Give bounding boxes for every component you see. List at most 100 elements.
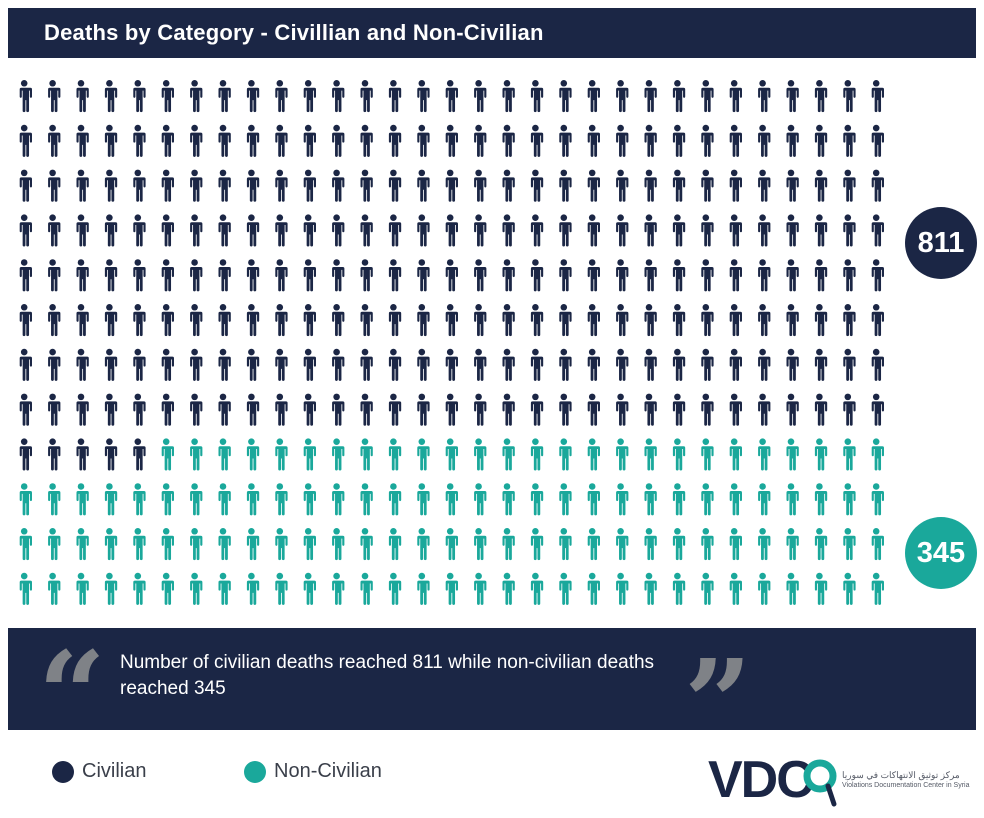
civilian-person-icon [103, 438, 118, 471]
civilian-person-icon [529, 259, 544, 292]
civilian-person-icon [387, 393, 402, 426]
legend-civilian: Civilian [52, 760, 146, 783]
civilian-person-icon [387, 304, 402, 337]
non-civilian-person-icon [245, 483, 260, 516]
civilian-person-icon [415, 393, 430, 426]
civilian-person-icon [614, 348, 629, 381]
non-civilian-person-icon [273, 483, 288, 516]
civilian-person-icon [160, 348, 174, 381]
civilian-person-icon [188, 348, 203, 381]
non-civilian-person-icon [444, 528, 458, 561]
non-civilian-person-icon [699, 438, 714, 471]
civilian-person-icon [358, 214, 373, 247]
civilian-person-icon [18, 348, 32, 381]
civilian-person-icon [245, 169, 260, 202]
non-civilian-person-icon [784, 572, 799, 605]
non-civilian-person-icon [245, 572, 260, 605]
non-civilian-person-icon [870, 483, 884, 516]
civilian-person-icon [784, 393, 799, 426]
civilian-person-icon [245, 80, 260, 113]
civilian-person-icon [131, 214, 146, 247]
civilian-person-icon [216, 348, 231, 381]
civilian-person-icon [813, 348, 828, 381]
civilian-person-icon [699, 348, 714, 381]
non-civilian-person-icon [699, 483, 714, 516]
civilian-person-icon [728, 80, 742, 113]
non-civilian-person-icon [18, 572, 32, 605]
civilian-person-icon [216, 214, 231, 247]
non-civilian-person-icon [273, 528, 288, 561]
non-civilian-person-icon [557, 483, 572, 516]
civilian-person-icon [444, 348, 458, 381]
civilian-person-icon [813, 259, 828, 292]
civilian-person-icon [302, 124, 316, 157]
civilian-person-icon [245, 393, 260, 426]
civilian-person-icon [245, 348, 260, 381]
non-civilian-person-icon [756, 528, 771, 561]
civilian-person-icon [302, 214, 316, 247]
civilian-person-icon [188, 259, 203, 292]
non-civilian-person-icon [358, 438, 373, 471]
non-civilian-person-icon [500, 572, 515, 605]
civilian-person-icon [74, 438, 89, 471]
non-civilian-person-icon [671, 438, 686, 471]
civilian-person-icon [642, 348, 657, 381]
non-civilian-person-icon [529, 438, 544, 471]
non-civilian-person-icon [784, 483, 799, 516]
civilian-person-icon [74, 304, 89, 337]
civilian-person-icon [671, 214, 686, 247]
magnifier-icon [803, 759, 837, 807]
civilian-person-icon [18, 438, 32, 471]
non-civilian-person-icon [841, 572, 856, 605]
civilian-person-icon [699, 304, 714, 337]
civilian-person-icon [500, 124, 515, 157]
civilian-person-icon [358, 304, 373, 337]
civilian-person-icon [358, 124, 373, 157]
non-civilian-person-icon [160, 572, 174, 605]
civilian-person-icon [671, 304, 686, 337]
civilian-person-icon [330, 304, 345, 337]
civilian-person-icon [216, 304, 231, 337]
non-civilian-person-icon [813, 572, 828, 605]
civilian-person-icon [131, 393, 146, 426]
civilian-person-icon [472, 304, 487, 337]
civilian-person-icon [46, 80, 61, 113]
civilian-person-icon [358, 80, 373, 113]
civilian-person-icon [330, 259, 345, 292]
civilian-person-icon [188, 80, 203, 113]
civilian-person-icon [671, 348, 686, 381]
civilian-person-icon [302, 80, 316, 113]
civilian-person-icon [387, 348, 402, 381]
civilian-person-icon [302, 169, 316, 202]
civilian-person-icon [273, 259, 288, 292]
civilian-person-icon [131, 169, 146, 202]
civilian-person-icon [699, 124, 714, 157]
civilian-person-icon [46, 124, 61, 157]
civilian-person-icon [841, 80, 856, 113]
non-civilian-person-icon [387, 438, 402, 471]
civilian-person-icon [728, 169, 742, 202]
civilian-person-icon [529, 393, 544, 426]
civilian-person-icon [245, 259, 260, 292]
civilian-person-icon [586, 80, 600, 113]
civilian-person-icon [557, 214, 572, 247]
civilian-person-icon [46, 169, 61, 202]
civilian-person-icon [813, 169, 828, 202]
civilian-person-icon [188, 214, 203, 247]
civilian-person-icon [131, 80, 146, 113]
civilian-person-icon [46, 348, 61, 381]
civilian-person-icon [444, 259, 458, 292]
non-civilian-person-icon [273, 438, 288, 471]
non-civilian-person-icon [188, 572, 203, 605]
non-civilian-person-icon [529, 572, 544, 605]
civilian-person-icon [273, 169, 288, 202]
logo-text: VDC [708, 751, 814, 809]
non-civilian-person-icon [415, 572, 430, 605]
civilian-person-icon [216, 169, 231, 202]
civilian-person-icon [586, 304, 600, 337]
civilian-person-icon [642, 124, 657, 157]
civilian-person-icon [614, 259, 629, 292]
non-civilian-person-icon [245, 438, 260, 471]
civilian-person-icon [841, 393, 856, 426]
non-civilian-person-icon [472, 438, 487, 471]
